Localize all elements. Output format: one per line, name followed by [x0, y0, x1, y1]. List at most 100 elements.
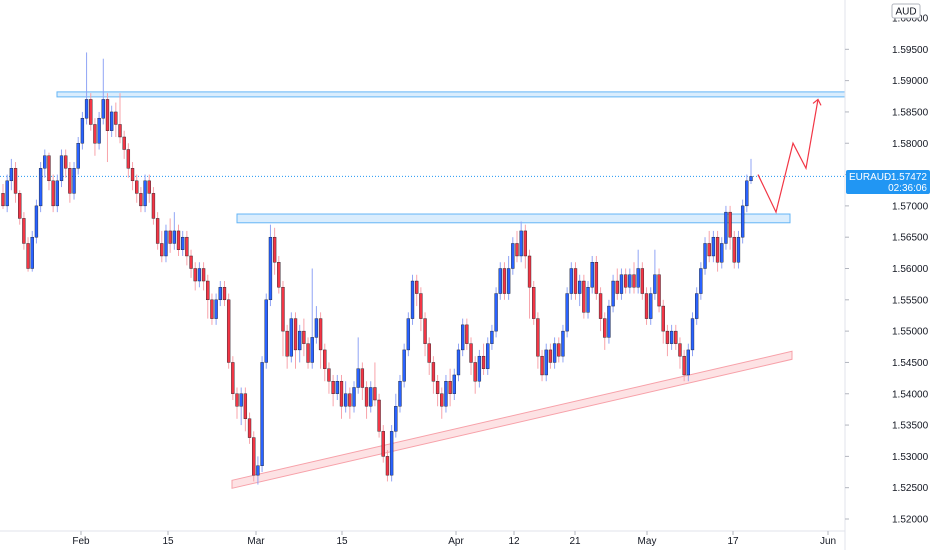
price-tick-label: 1.55500	[892, 295, 929, 306]
candle	[84, 52, 89, 125]
candle	[490, 324, 494, 350]
candle	[644, 287, 649, 325]
last-price-symbol: EURAUD	[849, 172, 891, 183]
candle	[323, 343, 327, 382]
candle	[586, 281, 590, 319]
candle	[281, 281, 285, 357]
candle	[431, 356, 436, 394]
candle	[176, 224, 181, 256]
candle	[394, 393, 398, 438]
candle	[201, 262, 206, 291]
candle	[536, 312, 540, 369]
candle	[34, 199, 39, 244]
candle	[636, 249, 640, 294]
candle	[339, 374, 344, 419]
candle	[185, 230, 189, 266]
candle	[623, 268, 628, 294]
candle	[506, 255, 511, 300]
candle	[360, 362, 365, 401]
candle	[293, 312, 298, 369]
candle	[415, 274, 419, 307]
candle	[552, 337, 557, 369]
candle	[310, 268, 314, 369]
candle	[264, 293, 268, 369]
candle	[695, 287, 699, 325]
candle	[669, 324, 674, 350]
candle	[1, 183, 5, 210]
candle	[628, 268, 632, 294]
candle	[456, 343, 461, 382]
candle	[126, 143, 131, 178]
candle	[690, 312, 695, 357]
candle	[68, 162, 72, 203]
time-axis[interactable]: Feb 15 Mar 15 Apr 12 21 May 17 Jun	[72, 531, 836, 547]
candle	[343, 381, 348, 413]
candle	[139, 187, 143, 213]
candle	[285, 324, 289, 369]
last-price-label: EURAUD - 1.57472 02:36:06	[846, 170, 930, 194]
candle	[210, 293, 214, 325]
candle	[544, 343, 548, 382]
price-tick-label: 1.56000	[892, 264, 929, 275]
price-tick-label: 1.53500	[892, 421, 929, 432]
time-tick-label: 17	[727, 536, 739, 547]
candle	[76, 136, 80, 175]
candle	[47, 152, 51, 191]
candle	[122, 130, 126, 159]
candle	[26, 237, 30, 272]
time-tick-label: Apr	[448, 536, 464, 547]
candle	[740, 199, 745, 244]
candle	[674, 324, 678, 350]
candle	[369, 381, 373, 413]
price-tick-label: 1.58500	[892, 107, 929, 118]
candle	[590, 255, 594, 294]
candle	[557, 337, 561, 363]
candle	[707, 230, 711, 263]
price-tick-label: 1.54000	[892, 389, 929, 400]
candle	[59, 149, 64, 188]
candle	[402, 343, 406, 388]
candle	[89, 93, 93, 131]
candle	[222, 281, 227, 307]
candle	[331, 374, 335, 407]
candle	[151, 187, 156, 225]
countdown-timer: 02:36:06	[888, 183, 927, 194]
candle	[9, 158, 14, 191]
last-price-value: 1.57472	[891, 172, 928, 183]
candle	[364, 381, 369, 419]
trendline-group	[0, 175, 845, 489]
candle	[72, 162, 76, 200]
resistance-zone	[56, 91, 846, 98]
candle	[306, 337, 310, 369]
candle	[649, 287, 653, 325]
candle	[699, 262, 703, 300]
candle	[252, 431, 256, 482]
candle	[247, 412, 252, 444]
price-tick-label: 1.52500	[892, 483, 929, 494]
price-tick-label: 1.58000	[892, 139, 929, 150]
candle	[728, 205, 732, 250]
price-tick-label: 1.59500	[892, 45, 929, 56]
candle	[607, 299, 611, 344]
candle	[80, 111, 85, 150]
candle	[302, 318, 306, 357]
candle	[164, 224, 168, 263]
candle	[523, 224, 528, 269]
candle	[398, 374, 402, 413]
candle	[465, 318, 469, 350]
candle	[197, 262, 202, 288]
candle	[168, 218, 172, 253]
candle	[235, 387, 239, 419]
price-tick-label: 1.59000	[892, 76, 929, 87]
projection-group	[757, 98, 822, 214]
candle	[711, 230, 716, 263]
currency-label-text: AUD	[895, 7, 916, 18]
candle	[298, 324, 302, 363]
candle	[335, 374, 339, 401]
candle	[55, 174, 59, 213]
candle	[657, 268, 661, 313]
candle	[736, 230, 741, 269]
candle	[97, 111, 101, 150]
candle	[611, 274, 615, 313]
